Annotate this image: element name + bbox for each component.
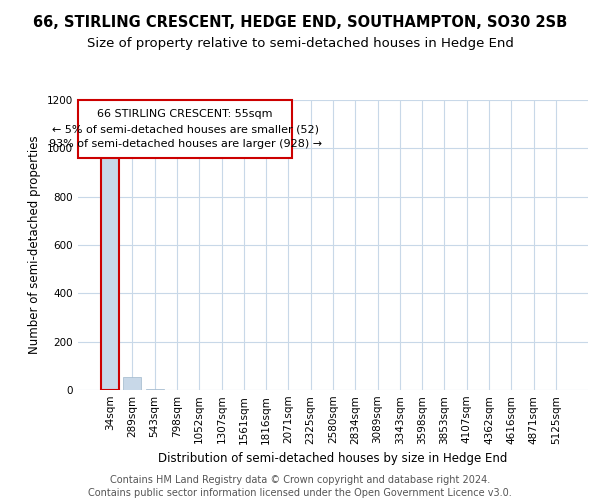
- Bar: [124, 378, 142, 390]
- X-axis label: Distribution of semi-detached houses by size in Hedge End: Distribution of semi-detached houses by …: [158, 452, 508, 465]
- Text: Contains HM Land Registry data © Crown copyright and database right 2024.: Contains HM Land Registry data © Crown c…: [110, 475, 490, 485]
- FancyBboxPatch shape: [78, 100, 292, 158]
- Text: 66, STIRLING CRESCENT, HEDGE END, SOUTHAMPTON, SO30 2SB: 66, STIRLING CRESCENT, HEDGE END, SOUTHA…: [33, 15, 567, 30]
- Text: 66 STIRLING CRESCENT: 55sqm
← 5% of semi-detached houses are smaller (52)
93% of: 66 STIRLING CRESCENT: 55sqm ← 5% of semi…: [49, 109, 322, 149]
- Text: Size of property relative to semi-detached houses in Hedge End: Size of property relative to semi-detach…: [86, 38, 514, 51]
- Bar: [101, 148, 119, 390]
- Text: Contains public sector information licensed under the Open Government Licence v3: Contains public sector information licen…: [88, 488, 512, 498]
- Y-axis label: Number of semi-detached properties: Number of semi-detached properties: [28, 136, 41, 354]
